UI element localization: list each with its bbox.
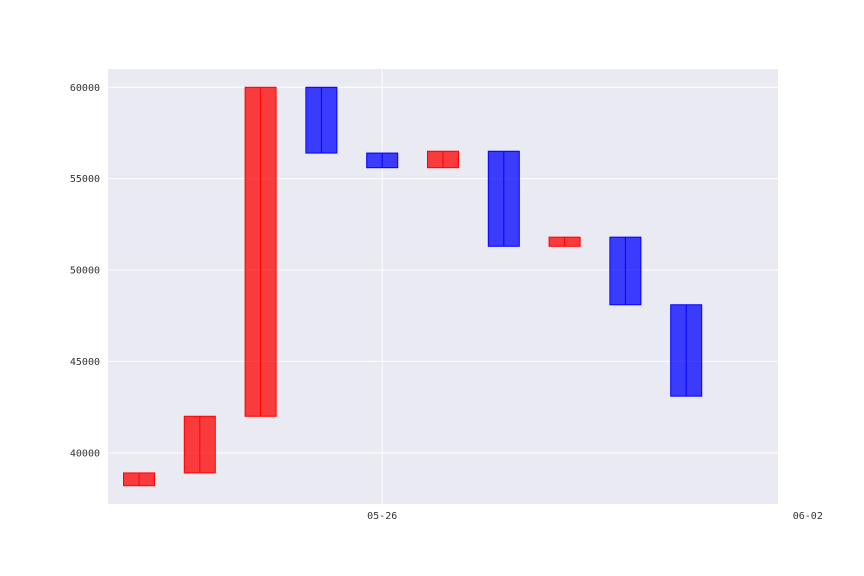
- y-tick-label: 45000: [70, 357, 100, 368]
- y-tick-label: 40000: [70, 448, 100, 459]
- x-axis-ticks: 05-26 06-02: [367, 511, 823, 522]
- y-tick-label: 60000: [70, 83, 100, 94]
- grid-lines: [108, 69, 809, 504]
- x-tick-label: 05-26: [367, 511, 397, 522]
- x-tick-label: 06-02: [793, 511, 823, 522]
- y-axis-ticks: 40000 45000 50000 55000 60000: [70, 83, 100, 460]
- y-tick-label: 50000: [70, 266, 100, 277]
- bars-group: [123, 86, 703, 487]
- plot-background: [108, 69, 778, 504]
- y-tick-label: 55000: [70, 174, 100, 185]
